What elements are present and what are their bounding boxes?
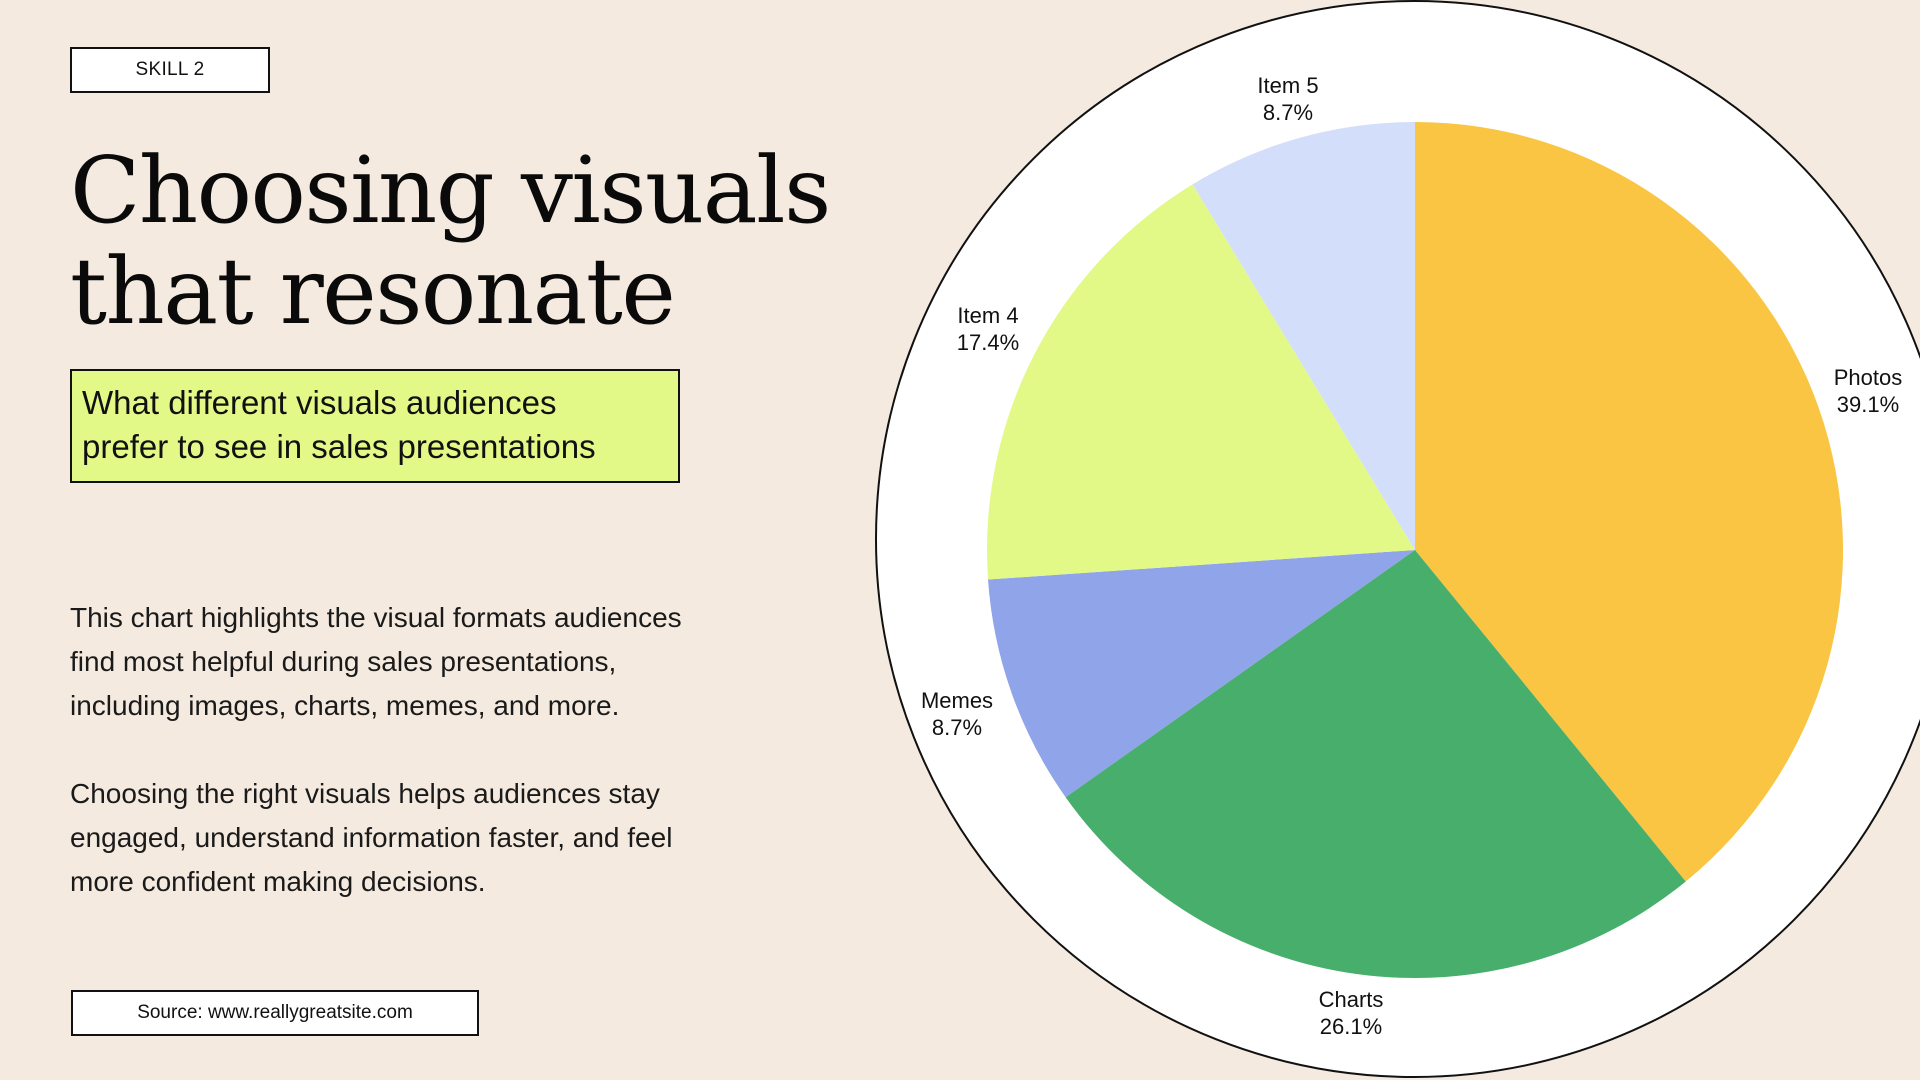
title-line-2: that resonate — [70, 238, 676, 345]
pie-label-charts-value: 26.1% — [1319, 1014, 1383, 1039]
pie-label-item-4-name: Item 4 — [957, 303, 1019, 328]
pie-label-item-5: Item 5 8.7% — [1257, 72, 1318, 126]
pie-label-item-4: Item 4 17.4% — [957, 302, 1019, 356]
description-paragraph-1: This chart highlights the visual formats… — [70, 596, 770, 728]
pie-label-item-5-value: 8.7% — [1262, 100, 1314, 125]
skill-tag-label: SKILL 2 — [135, 59, 205, 80]
pie-label-photos-name: Photos — [1833, 365, 1903, 390]
paragraph-1-line-1: This chart highlights the visual formats… — [70, 602, 682, 633]
pie-outer-ring — [875, 0, 1920, 1078]
pie-label-photos-value: 39.1% — [1836, 392, 1900, 417]
pie-label-photos: Photos 39.1% — [1834, 364, 1903, 418]
pie-slice-item-5 — [1192, 122, 1415, 550]
skill-tag: SKILL 2 — [70, 47, 270, 93]
paragraph-1-line-2: find most helpful during sales presentat… — [70, 646, 617, 677]
pie-slices — [987, 122, 1843, 978]
paragraph-2-line-1: Choosing the right visuals helps audienc… — [70, 778, 660, 809]
paragraph-2-line-2: engaged, understand information faster, … — [70, 822, 673, 853]
pie-label-item-5-name: Item 5 — [1257, 73, 1319, 98]
title-line-1: Choosing visuals — [70, 137, 831, 244]
pie-slice-charts — [1065, 550, 1686, 978]
subtitle-highlight-box: What different visuals audiences prefer … — [70, 369, 680, 483]
pie-label-item-4-value: 17.4% — [956, 330, 1020, 355]
page-title: Choosing visuals that resonate — [70, 137, 831, 345]
paragraph-1-line-3: including images, charts, memes, and mor… — [70, 690, 620, 721]
source-citation: Source: www.reallygreatsite.com — [71, 990, 479, 1036]
subtitle-line-1: What different visuals audiences — [82, 384, 557, 421]
pie-slice-memes — [988, 550, 1415, 798]
pie-slice-item-4 — [987, 184, 1415, 580]
description-paragraph-2: Choosing the right visuals helps audienc… — [70, 772, 770, 904]
pie-slice-photos — [1415, 122, 1843, 882]
pie-label-memes: Memes 8.7% — [921, 687, 993, 741]
pie-label-memes-name: Memes — [920, 688, 994, 713]
paragraph-2-line-3: more confident making decisions. — [70, 866, 486, 897]
pie-label-charts-name: Charts — [1318, 987, 1384, 1012]
pie-label-charts: Charts 26.1% — [1319, 986, 1384, 1040]
pie-label-memes-value: 8.7% — [931, 715, 983, 740]
subtitle-line-2: prefer to see in sales presentations — [82, 428, 596, 465]
source-text: Source: www.reallygreatsite.com — [137, 1002, 413, 1023]
